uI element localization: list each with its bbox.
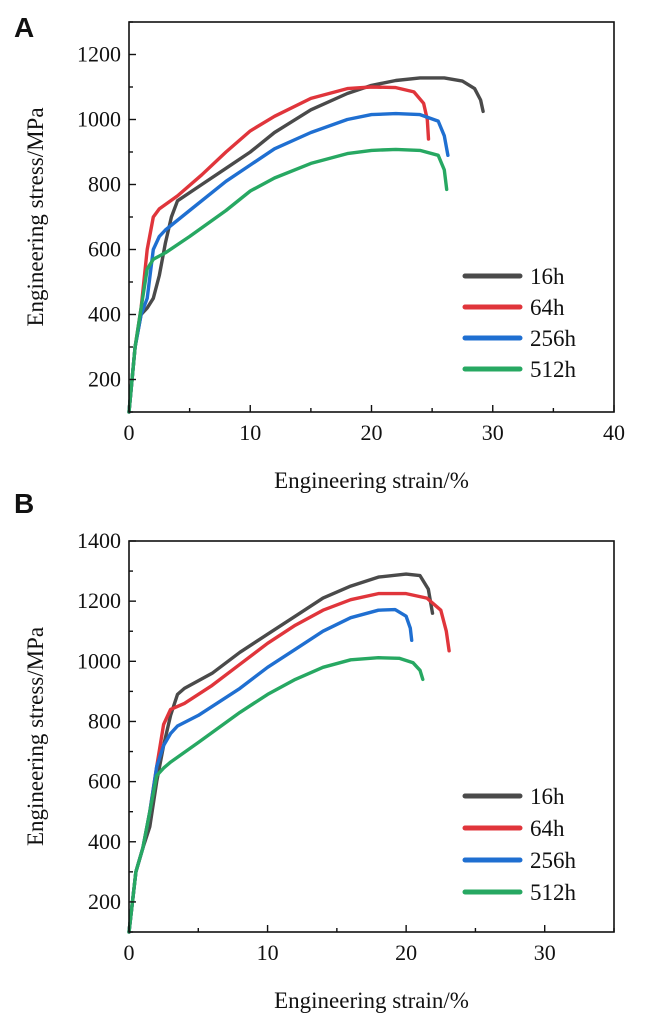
y-axis-title: Engineering stress/MPa — [23, 107, 48, 326]
x-tick-label: 30 — [534, 940, 556, 965]
x-tick-label: 10 — [257, 940, 279, 965]
x-axis-title: Engineering strain/% — [274, 468, 469, 493]
y-tick-label: 800 — [88, 708, 121, 733]
y-axis-title: Engineering stress/MPa — [23, 627, 48, 846]
series-line-16h — [127, 76, 485, 414]
legend-label-64h: 64h — [530, 295, 565, 320]
y-tick-label: 800 — [88, 172, 121, 197]
series-line-64h — [127, 591, 451, 934]
x-tick-label: 0 — [124, 940, 135, 965]
x-tick-label: 10 — [239, 420, 261, 445]
y-tick-label: 1000 — [77, 107, 121, 132]
legend-label-512h: 512h — [530, 357, 577, 382]
legend-label-512h: 512h — [530, 880, 577, 905]
chart-panel-b: 0 10 20 30 200 400 600 800 1000 1200 1400 Engineeri… — [23, 528, 615, 1013]
x-tick-label: 20 — [395, 940, 417, 965]
x-tick-label: 20 — [361, 420, 383, 445]
series-line-64h — [127, 85, 431, 414]
plot-frame — [128, 21, 615, 413]
panel-label-b: B — [14, 488, 35, 519]
series-line-512h — [127, 147, 449, 414]
legend-label-256h: 256h — [530, 848, 577, 873]
y-tick-label: 600 — [88, 237, 121, 262]
plot-frame — [128, 540, 615, 933]
x-tick-label: 0 — [124, 420, 135, 445]
legend-label-16h: 16h — [530, 784, 565, 809]
y-tick-label: 400 — [88, 829, 121, 854]
series-line-16h — [127, 572, 435, 934]
legend-label-64h: 64h — [530, 816, 565, 841]
y-tick-label: 400 — [88, 302, 121, 327]
series-line-512h — [127, 656, 425, 934]
y-tick-label: 1200 — [77, 42, 121, 67]
y-tick-label: 1400 — [77, 528, 121, 553]
x-tick-label: 40 — [603, 420, 625, 445]
y-tick-label: 200 — [88, 889, 121, 914]
legend-label-256h: 256h — [530, 326, 577, 351]
y-tick-label: 1000 — [77, 648, 121, 673]
legend-label-16h: 16h — [530, 264, 565, 289]
series-line-256h — [127, 111, 450, 414]
chart-panel-a: 0 10 20 30 40 200 400 600 800 1000 1200 Engineering… — [23, 21, 625, 493]
y-tick-label: 600 — [88, 769, 121, 794]
y-tick-label: 200 — [88, 367, 121, 392]
y-tick-label: 1200 — [77, 588, 121, 613]
x-tick-label: 30 — [482, 420, 504, 445]
x-axis-title: Engineering strain/% — [274, 988, 469, 1013]
panel-label-a: A — [14, 12, 35, 43]
